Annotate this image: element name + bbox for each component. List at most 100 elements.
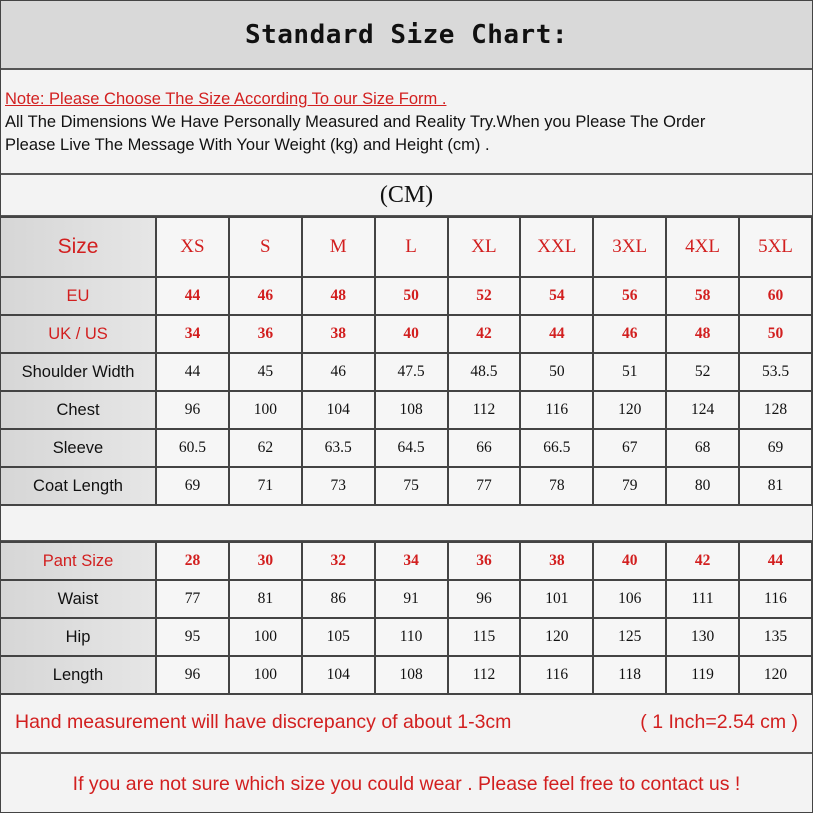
- table-cell: 47.5: [373, 352, 449, 392]
- discrepancy-row: Hand measurement will have discrepancy o…: [1, 693, 812, 754]
- table-cell: 56: [592, 276, 668, 316]
- table-cell: 30: [227, 541, 303, 581]
- table-cell: 50: [519, 352, 595, 392]
- table-cell: 5XL: [738, 216, 813, 278]
- table-cell: XS: [155, 216, 230, 278]
- table-cell: 81: [227, 579, 303, 619]
- table-cell: 110: [373, 617, 449, 657]
- table-cell: 51: [592, 352, 668, 392]
- table-cell: 38: [519, 541, 595, 581]
- table-cell: 128: [738, 390, 813, 430]
- table-cell: 66.5: [519, 428, 595, 468]
- table-cell: 116: [738, 579, 813, 619]
- table-cell: 124: [665, 390, 740, 430]
- table-cell: 66: [446, 428, 522, 468]
- table-cell: 44: [155, 352, 230, 392]
- note-section: Note: Please Choose The Size According T…: [1, 70, 812, 175]
- table-cell: 48: [665, 314, 740, 354]
- coat-size-table: Size XS S M L XL XXL 3XL 4XL 5XL EU 44 46 48 50 52 54 56 5…: [1, 216, 813, 506]
- row-label: Size: [1, 216, 157, 278]
- discrepancy-text: Hand measurement will have discrepancy o…: [15, 711, 512, 733]
- table-cell: 73: [300, 466, 376, 506]
- row-label: Hip: [1, 617, 157, 657]
- table-cell: M: [300, 216, 376, 278]
- table-cell: L: [373, 216, 449, 278]
- table-cell: 96: [446, 579, 522, 619]
- table-cell: 106: [592, 579, 668, 619]
- table-cell: 79: [592, 466, 668, 506]
- table-row: Coat Length 69 71 73 75 77 78 79 80 81: [1, 466, 813, 506]
- table-cell: 91: [373, 579, 449, 619]
- table-cell: 44: [155, 276, 230, 316]
- table-cell: 67: [592, 428, 668, 468]
- table-cell: 36: [227, 314, 303, 354]
- table-cell: 40: [373, 314, 449, 354]
- table-cell: 104: [300, 390, 376, 430]
- table-cell: 105: [300, 617, 376, 657]
- table-row: Waist 77 81 86 91 96 101 106 111 116: [1, 579, 813, 619]
- table-cell: 95: [155, 617, 230, 657]
- table-cell: 100: [227, 617, 303, 657]
- table-cell: 120: [738, 655, 813, 695]
- table-cell: 32: [300, 541, 376, 581]
- pant-size-table: Pant Size 28 30 32 34 36 38 40 42 44 Waist 77 81 86 91…: [1, 541, 813, 695]
- row-label: UK / US: [1, 314, 157, 354]
- table-row: EU 44 46 48 50 52 54 56 58 60: [1, 276, 813, 316]
- table-cell: 108: [373, 655, 449, 695]
- table-cell: 115: [446, 617, 522, 657]
- table-cell: S: [227, 216, 303, 278]
- table-cell: 46: [227, 276, 303, 316]
- table-cell: 118: [592, 655, 668, 695]
- table-cell: 63.5: [300, 428, 376, 468]
- table-cell: 42: [665, 541, 740, 581]
- table-cell: 86: [300, 579, 376, 619]
- table-cell: 96: [155, 390, 230, 430]
- table-row: Hip 95 100 105 110 115 120 125 130 135: [1, 617, 813, 657]
- row-label: Waist: [1, 579, 157, 619]
- table-cell: 112: [446, 655, 522, 695]
- table-cell: 52: [446, 276, 522, 316]
- table-cell: 130: [665, 617, 740, 657]
- row-label: Shoulder Width: [1, 352, 157, 392]
- unit-label: (CM): [1, 175, 812, 217]
- table-row: Sleeve 60.5 62 63.5 64.5 66 66.5 67 68 69: [1, 428, 813, 468]
- note-line-2: Please Live The Message With Your Weight…: [5, 136, 490, 154]
- table-cell: 104: [300, 655, 376, 695]
- table-cell: 62: [227, 428, 303, 468]
- page-title: Standard Size Chart:: [1, 1, 812, 70]
- table-cell: 69: [155, 466, 230, 506]
- table-cell: 69: [738, 428, 813, 468]
- table-cell: 135: [738, 617, 813, 657]
- table-cell: 3XL: [592, 216, 668, 278]
- table-cell: 116: [519, 390, 595, 430]
- table-cell: 60.5: [155, 428, 230, 468]
- table-row: UK / US 34 36 38 40 42 44 46 48 50: [1, 314, 813, 354]
- table-cell: 44: [738, 541, 813, 581]
- table-cell: 36: [446, 541, 522, 581]
- table-cell: 42: [446, 314, 522, 354]
- spacer-row: [1, 504, 812, 542]
- table-cell: 28: [155, 541, 230, 581]
- row-label: Chest: [1, 390, 157, 430]
- contact-text: If you are not sure which size you could…: [72, 772, 741, 795]
- table-cell: 78: [519, 466, 595, 506]
- table-cell: 120: [519, 617, 595, 657]
- conversion-text: ( 1 Inch=2.54 cm ): [640, 711, 798, 733]
- table-cell: 101: [519, 579, 595, 619]
- table-cell: 46: [592, 314, 668, 354]
- table-cell: 120: [592, 390, 668, 430]
- table-cell: 38: [300, 314, 376, 354]
- table-row: Chest 96 100 104 108 112 116 120 124 128: [1, 390, 813, 430]
- table-cell: 34: [373, 541, 449, 581]
- table-row: Length 96 100 104 108 112 116 118 119 120: [1, 655, 813, 695]
- table-cell: 75: [373, 466, 449, 506]
- table-cell: 125: [592, 617, 668, 657]
- table-cell: 50: [738, 314, 813, 354]
- table-row: Pant Size 28 30 32 34 36 38 40 42 44: [1, 541, 813, 581]
- table-row: Size XS S M L XL XXL 3XL 4XL 5XL: [1, 216, 813, 278]
- row-label: Pant Size: [1, 541, 157, 581]
- table-cell: 112: [446, 390, 522, 430]
- table-cell: 40: [592, 541, 668, 581]
- table-cell: 80: [665, 466, 740, 506]
